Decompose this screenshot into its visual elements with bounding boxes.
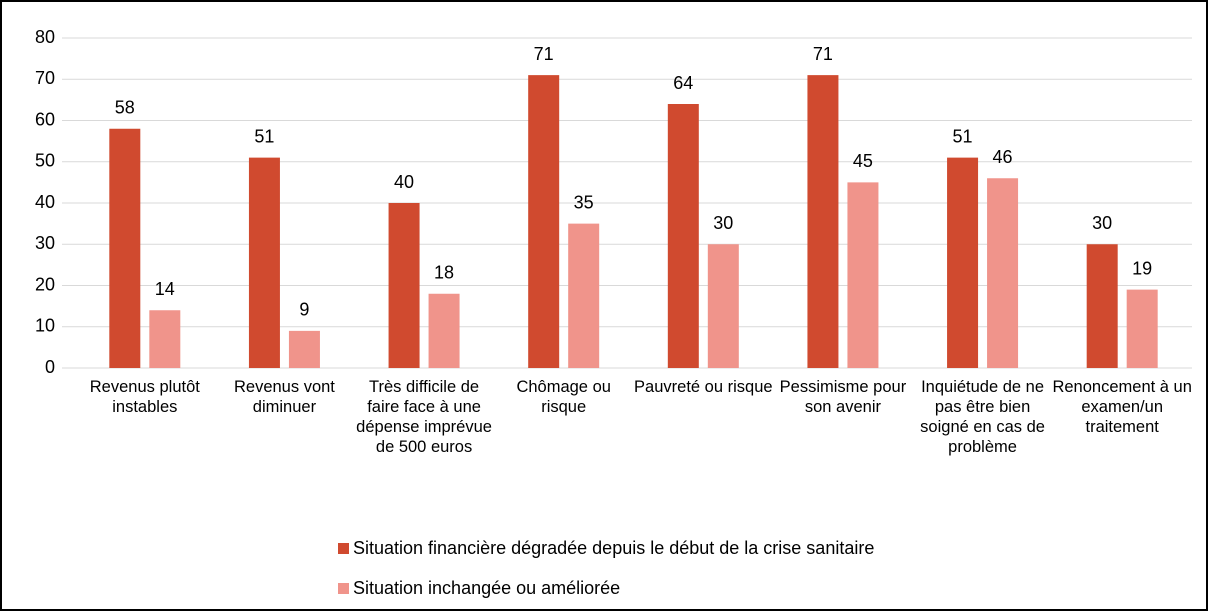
y-tick-label: 10 [35, 316, 55, 336]
bar [707, 244, 739, 368]
bar [248, 157, 280, 368]
x-tick-label: Inquiétude de ne pas être bien soigné en… [920, 378, 1045, 456]
y-tick-label: 30 [35, 233, 55, 253]
value-label: 30 [1092, 213, 1112, 233]
y-tick-label: 70 [35, 68, 55, 88]
y-tick-label: 60 [35, 109, 55, 129]
value-label: 58 [115, 98, 135, 118]
bar [807, 75, 839, 368]
value-label: 71 [813, 44, 833, 64]
legend-swatch [338, 583, 349, 594]
x-tick-label: Chômage ou risque [516, 378, 611, 416]
value-label: 40 [394, 172, 414, 192]
bar [568, 223, 600, 368]
bar [388, 203, 420, 368]
legend-label: Situation financière dégradée depuis le … [353, 538, 875, 558]
value-label: 51 [953, 126, 973, 146]
value-label: 51 [254, 126, 274, 146]
bar [428, 293, 460, 368]
bar [947, 157, 979, 368]
x-tick-label: Très difficile de faire face à une dépen… [356, 378, 492, 456]
legend-swatch [338, 543, 349, 554]
value-label: 30 [713, 213, 733, 233]
x-tick-label: Revenus plutôt instables [89, 378, 200, 416]
bar [847, 182, 879, 368]
legend-label: Situation inchangée ou améliorée [353, 578, 621, 598]
x-tick-label: Renoncement à un examen/un traitement [1052, 378, 1192, 436]
x-tick-label: Revenus vont diminuer [233, 378, 335, 416]
x-tick-label: Pessimisme pour son avenir [779, 378, 907, 416]
y-tick-label: 0 [45, 357, 55, 377]
y-tick-label: 40 [35, 192, 55, 212]
bar [528, 75, 560, 368]
y-tick-label: 50 [35, 151, 55, 171]
value-label: 64 [673, 73, 693, 93]
value-label: 35 [574, 192, 594, 212]
x-tick-label: Pauvreté ou risque [634, 378, 773, 396]
bar [1126, 289, 1158, 368]
legend-item: Situation inchangée ou améliorée [338, 578, 620, 599]
bar [288, 330, 320, 368]
value-label: 46 [993, 147, 1013, 167]
value-label: 18 [434, 263, 454, 283]
value-label: 14 [155, 279, 175, 299]
value-label: 71 [534, 44, 554, 64]
bar [1086, 244, 1118, 368]
legend-item: Situation financière dégradée depuis le … [338, 538, 874, 559]
bar [667, 104, 699, 368]
y-tick-label: 80 [35, 27, 55, 47]
bar [987, 178, 1019, 368]
value-label: 9 [299, 300, 309, 320]
bar [109, 128, 141, 368]
bar [149, 310, 181, 368]
y-tick-label: 20 [35, 274, 55, 294]
value-label: 45 [853, 151, 873, 171]
value-label: 19 [1132, 258, 1152, 278]
